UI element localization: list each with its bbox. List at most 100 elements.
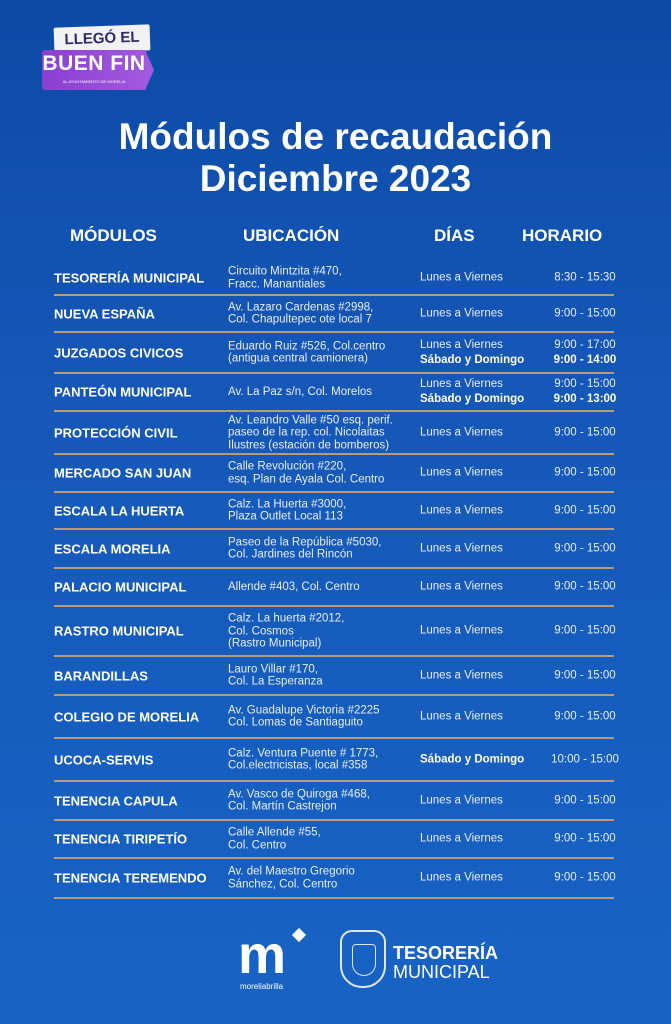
days-line: Lunes a Viernes bbox=[420, 710, 503, 722]
hours-line: 9:00 - 15:00 bbox=[554, 542, 616, 554]
badge-line3: AL AYUNTAMIENTO DE MORELIA bbox=[62, 79, 126, 84]
module-name: TESORERÍA MUNICIPAL bbox=[54, 270, 205, 286]
hours-cell: 9:00 - 15:00 bbox=[540, 541, 630, 556]
module-name: PANTEÓN MUNICIPAL bbox=[54, 384, 192, 400]
org-line1: TESORERÍA bbox=[393, 943, 499, 963]
title-line1: Módulos de recaudación bbox=[118, 116, 553, 157]
hours-cell: 9:00 - 15:00 bbox=[540, 871, 630, 886]
module-name: RASTRO MUNICIPAL bbox=[54, 623, 184, 639]
days-cell: Lunes a Viernes bbox=[420, 793, 503, 808]
days-cell: Lunes a Viernes bbox=[420, 306, 503, 321]
address-cell: Calle Allende #55, Col. Centro bbox=[228, 827, 321, 852]
address-cell: Av. Lazaro Cardenas #2998, Col. Chapultep… bbox=[228, 301, 373, 326]
address-line: Col. Centro bbox=[228, 839, 287, 851]
days-cell: Lunes a Viernes bbox=[420, 709, 503, 724]
badge-banner: BUEN FIN AL AYUNTAMIENTO DE MORELIA bbox=[42, 50, 154, 90]
days-line: Sábado y Domingo bbox=[420, 753, 525, 765]
days-cell: Lunes a Viernes bbox=[420, 503, 503, 518]
module-name: TENENCIA CAPULA bbox=[54, 793, 178, 808]
hours-cell: 9:00 - 15:00 bbox=[540, 709, 630, 724]
hours-cell: 8:30 - 15:30 bbox=[540, 271, 630, 286]
buen-fin-badge: LLEGÓ EL BUEN FIN AL AYUNTAMIENTO DE MOR… bbox=[40, 24, 170, 96]
days-cell: Lunes a Viernes bbox=[420, 871, 503, 886]
hours-line: 9:00 - 17:00 bbox=[554, 338, 616, 351]
address-line: Calz. Ventura Puente # 1773, bbox=[228, 747, 379, 759]
address-line: Allende #403, Col. Centro bbox=[228, 580, 360, 593]
hours-cell: 9:00 - 15:00 9:00 - 13:00 bbox=[540, 377, 630, 407]
hours-line: 9:00 - 15:00 bbox=[554, 669, 616, 681]
address-line: Circuito Mintzita #470, bbox=[228, 265, 342, 278]
module-name: PROTECCIÓN CIVIL bbox=[54, 425, 178, 440]
address-cell: Eduardo Ruiz #526, Col.centro (antigua ce… bbox=[228, 340, 385, 365]
hours-cell: 9:00 - 15:00 bbox=[540, 624, 630, 639]
address-line: Col. Jardines del Rincón bbox=[228, 548, 353, 561]
days-line: Lunes a Viernes bbox=[420, 426, 503, 438]
table-row: TENENCIA TEREMENDO Av. del Maestro Gregor… bbox=[54, 859, 616, 899]
table-row: PANTEÓN MUNICIPAL Av. La Paz s/n, Col. Mo… bbox=[54, 374, 616, 412]
address-line: Col. Cosmos bbox=[228, 624, 294, 637]
hours-line: 8:30 - 15:30 bbox=[554, 271, 616, 284]
days-line: Lunes a Viernes bbox=[420, 871, 503, 884]
address-line: Lauro Villar #170, bbox=[228, 663, 318, 675]
days-cell: Lunes a Viernes bbox=[420, 624, 503, 639]
hours-line: 9:00 - 15:00 bbox=[554, 832, 616, 845]
hours-line: 9:00 - 15:00 bbox=[554, 504, 616, 516]
hours-cell: 9:00 - 15:00 bbox=[540, 466, 630, 481]
table-row: COLEGIO DE MORELIA Av. Guadalupe Victoria… bbox=[54, 696, 616, 739]
address-line: Col. Lomas de Santiaguito bbox=[228, 716, 363, 729]
table-row: ESCALA LA HUERTA Calz. La Huerta #3000, Pl… bbox=[54, 493, 616, 530]
table-row: TENENCIA CAPULA Av. Vasco de Quiroga #468… bbox=[54, 782, 616, 821]
address-line: Calz. La Huerta #3000, bbox=[228, 498, 347, 510]
address-cell: Av. Leandro Valle #50 esq. perif. paseo d… bbox=[228, 414, 393, 452]
address-line: Col. Martín Castrejon bbox=[228, 800, 337, 813]
days-cell: Lunes a Viernes bbox=[420, 425, 503, 440]
coat-of-arms-icon bbox=[340, 930, 386, 988]
module-name: ESCALA MORELIA bbox=[54, 541, 171, 556]
address-line: Calle Revolución #220, bbox=[228, 460, 347, 473]
header-days: DÍAS bbox=[434, 226, 475, 245]
hours-line: 9:00 - 15:00 bbox=[554, 466, 616, 479]
logo-m: m bbox=[238, 925, 286, 985]
module-name: TENENCIA TIRIPETÍO bbox=[54, 831, 188, 847]
address-line: Sánchez, Col. Centro bbox=[228, 878, 338, 890]
address-line: Ilustres (estación de bomberos) bbox=[228, 438, 390, 451]
hours-line: 9:00 - 15:00 bbox=[554, 580, 616, 593]
table-row: PALACIO MUNICIPAL Allende #403, Col. Cent… bbox=[54, 569, 616, 607]
hours-cell: 10:00 - 15:00 bbox=[540, 752, 630, 767]
tesoreria-logo: TESORERÍA MUNICIPAL bbox=[393, 944, 498, 982]
days-line: Lunes a Viernes bbox=[420, 832, 503, 845]
module-name: JUZGADOS CIVICOS bbox=[54, 345, 184, 360]
address-line: Av. Vasco de Quiroga #468, bbox=[228, 788, 370, 800]
address-line: Fracc. Manantiales bbox=[228, 278, 326, 290]
days-line: Lunes a Viernes bbox=[420, 624, 503, 637]
hours-cell: 9:00 - 15:00 bbox=[540, 503, 630, 518]
days-line: Lunes a Viernes bbox=[420, 504, 503, 516]
header-location: UBICACIÓN bbox=[243, 226, 340, 245]
address-line: Col. La Esperanza bbox=[228, 675, 323, 688]
module-name: NUEVA ESPAÑA bbox=[54, 306, 155, 321]
address-line: (Rastro Municipal) bbox=[228, 637, 322, 650]
days-cell: Lunes a Viernes Sábado y Domingo bbox=[420, 338, 524, 368]
module-name: BARANDILLAS bbox=[54, 668, 148, 683]
address-line: Av. La Paz s/n, Col. Morelos bbox=[228, 385, 373, 398]
address-cell: Calle Revolución #220, esq. Plan de Ayala… bbox=[228, 461, 384, 486]
address-cell: Allende #403, Col. Centro bbox=[228, 581, 360, 594]
hours-line: 9:00 - 15:00 bbox=[554, 426, 616, 438]
module-name: MERCADO SAN JUAN bbox=[54, 465, 192, 481]
table-row: JUZGADOS CIVICOS Eduardo Ruiz #526, Col.c… bbox=[54, 333, 616, 374]
days-cell: Lunes a Viernes bbox=[420, 466, 503, 481]
hours-cell: 9:00 - 15:00 bbox=[540, 580, 630, 595]
header-modules: MÓDULOS bbox=[70, 226, 157, 245]
hours-line: 10:00 - 15:00 bbox=[551, 753, 619, 765]
hours-line: 9:00 - 15:00 bbox=[554, 871, 616, 884]
address-line: Av. Lazaro Cardenas #2998, bbox=[228, 301, 374, 313]
days-cell: Sábado y Domingo bbox=[420, 752, 524, 767]
days-line: Lunes a Viernes bbox=[420, 271, 503, 284]
module-name: PALACIO MUNICIPAL bbox=[54, 579, 187, 595]
address-line: Av. del Maestro Gregorio bbox=[228, 865, 355, 878]
title-line2: Diciembre 2023 bbox=[199, 158, 472, 199]
badge-line2: BUEN FIN bbox=[42, 52, 146, 75]
days-line: Lunes a Viernes bbox=[420, 307, 503, 319]
table-row: PROTECCIÓN CIVIL Av. Leandro Valle #50 es… bbox=[54, 412, 616, 455]
days-cell: Lunes a Viernes bbox=[420, 580, 503, 595]
